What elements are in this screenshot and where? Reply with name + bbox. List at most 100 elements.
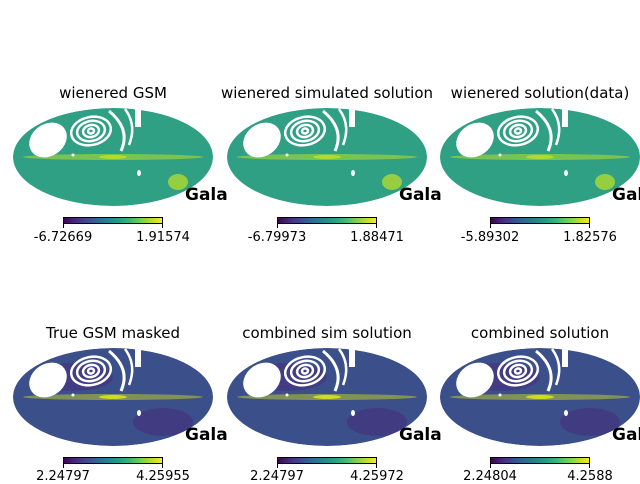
mask-arc bbox=[322, 349, 340, 392]
colorbar bbox=[277, 217, 377, 224]
colorbar-tick-max bbox=[376, 224, 377, 228]
colorbar-max-label: 4.25972 bbox=[350, 469, 404, 484]
mask-dot bbox=[351, 170, 355, 176]
colorbar bbox=[490, 217, 590, 224]
mask-strip bbox=[562, 108, 568, 127]
mollweide-map bbox=[227, 108, 427, 206]
mask-arc bbox=[535, 109, 553, 152]
galactic-center bbox=[313, 395, 341, 399]
mask-ring bbox=[496, 115, 540, 147]
bright-region bbox=[595, 174, 615, 190]
mask-arc bbox=[535, 349, 553, 392]
mask-strip bbox=[349, 348, 355, 367]
mask-ring bbox=[300, 367, 310, 375]
mask-ring bbox=[283, 355, 327, 387]
map-content bbox=[227, 348, 427, 446]
colorbar bbox=[63, 217, 163, 224]
galactic-center bbox=[526, 395, 554, 399]
coord-label-clip: Galactic bbox=[185, 185, 227, 209]
coord-label-clip: Galactic bbox=[185, 425, 227, 449]
mask-blob bbox=[456, 362, 494, 398]
dim-region bbox=[133, 408, 193, 436]
map-content bbox=[440, 108, 640, 206]
mask-blob bbox=[243, 122, 281, 158]
mask-arc bbox=[108, 349, 126, 392]
mask-blob bbox=[29, 362, 67, 398]
coord-system-label: Galactic bbox=[185, 185, 227, 205]
mask-ring bbox=[496, 355, 540, 387]
colorbar-max-label: 4.25955 bbox=[136, 469, 190, 484]
mask-dot bbox=[137, 170, 141, 176]
colorbar bbox=[277, 457, 377, 464]
mask-strip bbox=[135, 108, 141, 127]
galactic-center bbox=[526, 155, 554, 159]
coord-system-label: Galactic bbox=[612, 425, 640, 445]
map-content bbox=[227, 108, 427, 206]
colorbar bbox=[63, 457, 163, 464]
panel-title: wienered simulated solution bbox=[220, 84, 434, 102]
colorbar-min-label: -5.89302 bbox=[460, 230, 520, 245]
mask-ring bbox=[513, 127, 523, 135]
panel-title: wienered GSM bbox=[59, 84, 167, 102]
mollweide-map bbox=[227, 348, 427, 446]
mask-ring bbox=[289, 359, 321, 383]
mask-ring bbox=[502, 359, 534, 383]
colorbar-min-label: 2.24797 bbox=[250, 469, 304, 484]
mask-ring bbox=[508, 363, 528, 379]
mask-arc bbox=[337, 108, 348, 146]
mask-dot bbox=[71, 153, 75, 157]
colorbar-min-label: -6.79973 bbox=[247, 230, 307, 245]
colorbar-tick-min bbox=[490, 464, 491, 468]
mask-blob bbox=[456, 122, 494, 158]
colorbar-tick-max bbox=[162, 464, 163, 468]
coord-label-clip: Galactic bbox=[399, 425, 441, 449]
colorbar-max-label: 1.82576 bbox=[563, 230, 617, 245]
mask-dot bbox=[71, 393, 75, 397]
coord-label-clip: Galactic bbox=[612, 185, 640, 209]
coord-system-label: Galactic bbox=[612, 185, 640, 205]
mask-blob bbox=[29, 122, 67, 158]
mask-ring bbox=[513, 367, 523, 375]
mask-strip bbox=[562, 348, 568, 367]
bright-region bbox=[168, 174, 188, 190]
galactic-center bbox=[99, 395, 127, 399]
mask-ring bbox=[69, 115, 113, 147]
mask-ring bbox=[86, 127, 96, 135]
dim-region bbox=[560, 408, 620, 436]
mask-ring bbox=[69, 355, 113, 387]
coord-label-clip: Galactic bbox=[399, 185, 441, 209]
coord-system-label: Galactic bbox=[399, 185, 441, 205]
mollweide-map bbox=[440, 108, 640, 206]
mollweide-map bbox=[13, 108, 213, 206]
colorbar-min-label: 2.24797 bbox=[36, 469, 90, 484]
bright-region bbox=[382, 174, 402, 190]
coord-system-label: Galactic bbox=[399, 425, 441, 445]
coord-system-label: Galactic bbox=[185, 425, 227, 445]
mask-dot bbox=[137, 410, 141, 416]
mollweide-map bbox=[440, 348, 640, 446]
coord-label-clip: Galactic bbox=[612, 425, 640, 449]
colorbar-max-label: 1.91574 bbox=[136, 230, 190, 245]
mask-dot bbox=[498, 393, 502, 397]
mask-ring bbox=[508, 123, 528, 139]
mask-dot bbox=[564, 170, 568, 176]
mask-ring bbox=[295, 123, 315, 139]
mask-ring bbox=[81, 123, 101, 139]
mask-dot bbox=[498, 153, 502, 157]
mask-ring bbox=[86, 367, 96, 375]
mask-ring bbox=[502, 119, 534, 143]
mask-arc bbox=[123, 348, 134, 386]
panel-title: True GSM masked bbox=[45, 324, 181, 342]
mask-arc bbox=[322, 109, 340, 152]
mask-dot bbox=[285, 153, 289, 157]
mask-ring bbox=[81, 363, 101, 379]
mask-arc bbox=[550, 108, 561, 146]
map-content bbox=[13, 348, 213, 446]
mask-arc bbox=[550, 348, 561, 386]
colorbar-min-label: -6.72669 bbox=[33, 230, 93, 245]
mask-dot bbox=[351, 410, 355, 416]
mask-arc bbox=[123, 108, 134, 146]
galactic-center bbox=[99, 155, 127, 159]
colorbar-tick-max bbox=[162, 224, 163, 228]
colorbar-tick-max bbox=[589, 464, 590, 468]
